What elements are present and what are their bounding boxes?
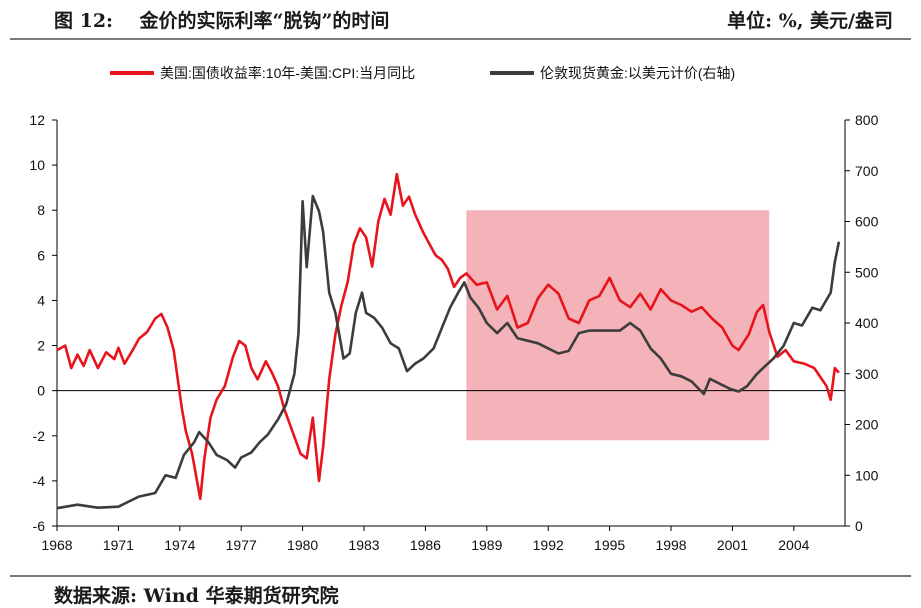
series-lines — [56, 172, 841, 510]
right-tick-label: 100 — [855, 467, 879, 483]
x-tick-label: 1974 — [164, 537, 195, 553]
left-tick-label: -4 — [33, 473, 46, 489]
axes: -6 -4 -2 0 2 4 6 8 10 12 0 100 200 300 400 500 600 700 800… — [29, 112, 878, 553]
right-tick-label: 0 — [855, 518, 863, 534]
x-tick-label: 1977 — [226, 537, 257, 553]
right-tick-label: 400 — [855, 315, 879, 331]
legend-real-rate: 美国:国债收益率:10年-美国:CPI:当月同比 — [110, 65, 415, 81]
gold-price-line — [56, 194, 841, 510]
x-tick-label: 1971 — [103, 537, 134, 553]
left-tick-label: -2 — [33, 428, 46, 444]
figure-title: 图 12: 金价的实际利率“脱钩”的时间 — [54, 10, 390, 32]
legend-gold-label: 伦敦现货黄金:以美元计价(右轴) — [540, 65, 735, 81]
x-tick-label: 1989 — [471, 537, 502, 553]
real-rate-line — [56, 172, 840, 501]
left-tick-label: 8 — [37, 202, 45, 218]
right-tick-label: 600 — [855, 214, 879, 230]
legend-real-rate-label: 美国:国债收益率:10年-美国:CPI:当月同比 — [160, 65, 415, 81]
x-tick-label: 2004 — [778, 537, 809, 553]
left-tick-label: -6 — [33, 518, 46, 534]
left-tick-label: 6 — [37, 247, 45, 263]
left-tick-label: 12 — [29, 112, 45, 128]
chart: 美国:国债收益率:10年-美国:CPI:当月同比 伦敦现货黄金:以美元计价(右轴)… — [29, 65, 878, 553]
right-tick-label: 800 — [855, 112, 879, 128]
left-tick-label: 2 — [37, 338, 45, 354]
x-tick-label: 1995 — [594, 537, 625, 553]
source-note: 数据来源: Wind 华泰期货研究院 — [54, 585, 339, 607]
right-tick-label: 300 — [855, 366, 879, 382]
top-divider — [10, 38, 911, 40]
right-tick-label: 500 — [855, 264, 879, 280]
x-tick-label: 1992 — [533, 537, 564, 553]
x-tick-label: 1980 — [287, 537, 318, 553]
x-tick-label: 1986 — [410, 537, 441, 553]
legend-gold: 伦敦现货黄金:以美元计价(右轴) — [490, 65, 735, 81]
legend: 美国:国债收益率:10年-美国:CPI:当月同比 伦敦现货黄金:以美元计价(右轴) — [110, 65, 735, 81]
x-tick-label: 1968 — [41, 537, 72, 553]
left-tick-label: 10 — [29, 157, 45, 173]
right-tick-label: 700 — [855, 163, 879, 179]
left-tick-label: 4 — [37, 292, 45, 308]
bottom-divider — [10, 575, 911, 577]
x-tick-label: 1983 — [348, 537, 379, 553]
highlight-rect — [466, 210, 770, 441]
unit-label: 单位: %, 美元/盎司 — [727, 10, 893, 32]
header: 图 12: 金价的实际利率“脱钩”的时间 单位: %, 美元/盎司 — [0, 0, 921, 38]
right-tick-label: 200 — [855, 417, 879, 433]
left-tick-label: 0 — [37, 383, 45, 399]
x-tick-label: 1998 — [655, 537, 686, 553]
highlight-region — [466, 210, 770, 441]
x-tick-label: 2001 — [717, 537, 748, 553]
